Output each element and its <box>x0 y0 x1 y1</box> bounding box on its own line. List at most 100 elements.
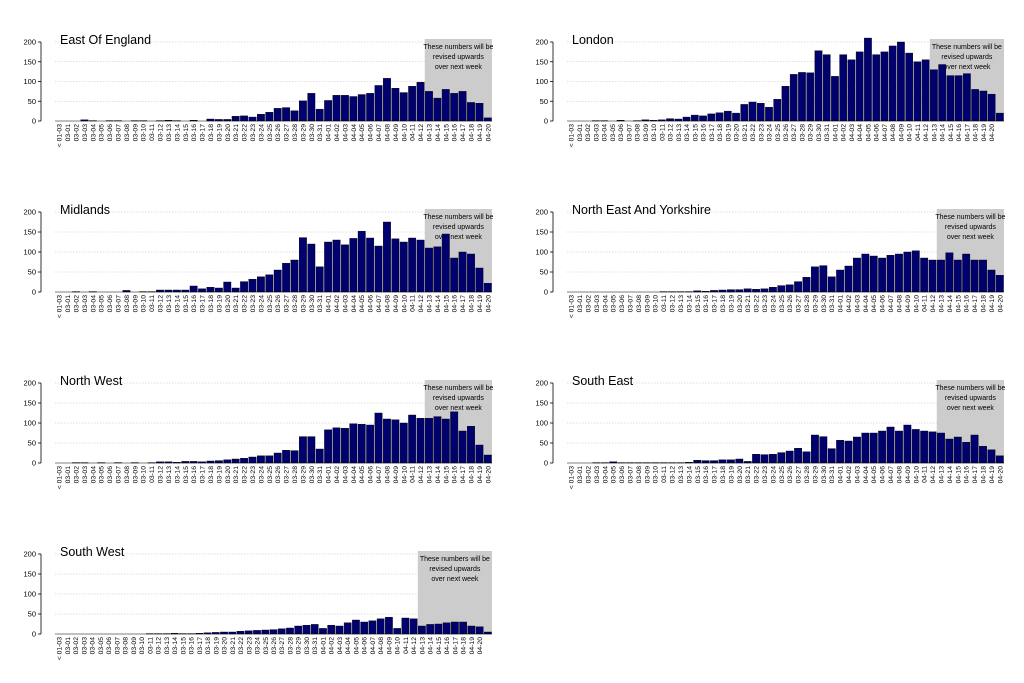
x-tick-label: 04-13 <box>938 466 945 484</box>
bar-03-31 <box>310 624 319 635</box>
x-tick-label: 03-11 <box>149 124 156 141</box>
bar-04-02 <box>332 427 341 464</box>
bar-03-21 <box>231 116 240 122</box>
x-tick-label: 04-08 <box>896 295 903 313</box>
x-tick-label: 04-03 <box>342 295 349 313</box>
x-tick-label: 04-08 <box>378 637 385 655</box>
bar-04-12 <box>416 82 425 122</box>
x-tick-label: 03-19 <box>216 124 223 142</box>
bar-04-16 <box>962 253 971 293</box>
x-tick-label: 04-01 <box>326 295 333 313</box>
x-tick-label: 03-08 <box>635 124 642 142</box>
x-tick-label: 03-28 <box>287 637 294 655</box>
bar-04-09 <box>385 617 393 635</box>
x-tick-label: 04-06 <box>880 295 887 313</box>
bar-04-10 <box>905 52 914 122</box>
bar-04-05 <box>864 37 872 122</box>
x-tick-label: 04-04 <box>351 124 358 142</box>
bar-04-09 <box>391 88 400 122</box>
x-tick-label: 03-18 <box>717 124 724 142</box>
bar-04-12 <box>928 431 937 464</box>
x-tick-label: 03-04 <box>90 637 97 655</box>
bar-03-21 <box>231 458 240 464</box>
x-tick-label: 03-09 <box>131 637 138 655</box>
bar-04-04 <box>343 622 352 635</box>
x-tick-label: 03-10 <box>141 466 148 484</box>
bar-04-06 <box>878 257 887 293</box>
x-tick-label: 03-04 <box>90 466 97 484</box>
x-tick-label: 04-07 <box>376 295 383 313</box>
bar-04-13 <box>937 259 945 293</box>
x-tick-label: 03-23 <box>250 295 257 313</box>
x-tick-label: 04-03 <box>342 124 349 142</box>
x-tick-label: 04-20 <box>997 466 1004 484</box>
x-tick-label: 04-15 <box>955 295 962 313</box>
bar-04-08 <box>888 45 897 122</box>
chart-title: East Of England <box>60 33 151 47</box>
x-tick-label: 03-22 <box>242 124 249 142</box>
bar-04-04 <box>855 51 864 122</box>
bar-04-08 <box>383 221 391 293</box>
x-tick-label: 03-08 <box>636 295 643 313</box>
x-tick-label: 03-28 <box>804 295 811 313</box>
bar-03-24 <box>768 287 777 293</box>
provisional-note-line: over next week <box>435 234 483 241</box>
x-tick-label: 03-27 <box>796 295 803 313</box>
x-tick-label: 04-19 <box>989 295 996 313</box>
bar-03-25 <box>265 455 274 464</box>
x-tick-label: 03-12 <box>158 466 165 484</box>
x-tick-label: 03-08 <box>124 124 131 142</box>
bar-04-13 <box>425 418 433 464</box>
bar-03-28 <box>802 277 811 293</box>
bar-03-19 <box>214 460 223 464</box>
bar-03-28 <box>798 72 806 122</box>
x-tick-label: 04-20 <box>997 295 1004 313</box>
bar-04-01 <box>324 429 333 464</box>
x-tick-label: 04-02 <box>334 295 341 313</box>
bar-04-01 <box>831 76 839 122</box>
bar-03-27 <box>277 628 286 635</box>
x-tick-label: 03-04 <box>602 466 609 484</box>
x-tick-label: 03-30 <box>821 295 828 313</box>
x-tick-label: 04-03 <box>854 466 861 484</box>
bar-04-05 <box>352 619 360 635</box>
x-tick-label: 03-27 <box>284 124 291 142</box>
bar-04-07 <box>374 412 383 464</box>
bar-04-03 <box>341 95 349 122</box>
bar-03-21 <box>743 288 752 293</box>
x-tick-label: 04-17 <box>460 124 467 142</box>
x-tick-label: 03-02 <box>586 466 593 484</box>
x-tick-label: 03-03 <box>82 295 89 313</box>
bar-03-29 <box>294 625 303 635</box>
x-tick-label: 04-17 <box>460 295 467 313</box>
x-tick-label: < 01-03 <box>57 637 64 660</box>
x-tick-label: 03-13 <box>166 295 173 313</box>
bar-04-15 <box>953 259 962 293</box>
chart-title: North East And Yorkshire <box>572 203 711 217</box>
bar-04-14 <box>945 438 954 464</box>
x-tick-label: 03-20 <box>222 637 229 655</box>
x-tick-label: 03-11 <box>149 295 156 312</box>
y-tick-label: 0 <box>32 117 36 126</box>
y-tick-label: 0 <box>544 288 548 297</box>
x-tick-label: 04-06 <box>880 466 887 484</box>
x-tick-label: 03-08 <box>124 295 131 313</box>
bar-04-18 <box>467 426 475 464</box>
bar-04-13 <box>425 247 433 293</box>
x-tick-label: 03-11 <box>149 466 156 483</box>
x-tick-label: 03-26 <box>783 124 790 142</box>
y-tick-label: 150 <box>535 228 548 237</box>
x-tick-label: 03-18 <box>720 466 727 484</box>
y-tick-label: 150 <box>23 228 36 237</box>
x-tick-label: 04-04 <box>863 295 870 313</box>
x-tick-label: 04-08 <box>384 466 391 484</box>
x-tick-label: 03-29 <box>296 637 303 655</box>
x-tick-label: 04-17 <box>972 295 979 313</box>
bar-03-12 <box>666 118 674 122</box>
bar-04-17 <box>451 621 459 635</box>
bar-04-04 <box>349 96 358 122</box>
bar-03-16 <box>701 460 710 464</box>
x-tick-label: 03-06 <box>619 466 626 484</box>
x-tick-label: 04-17 <box>452 637 459 655</box>
x-tick-label: 04-16 <box>452 124 459 142</box>
